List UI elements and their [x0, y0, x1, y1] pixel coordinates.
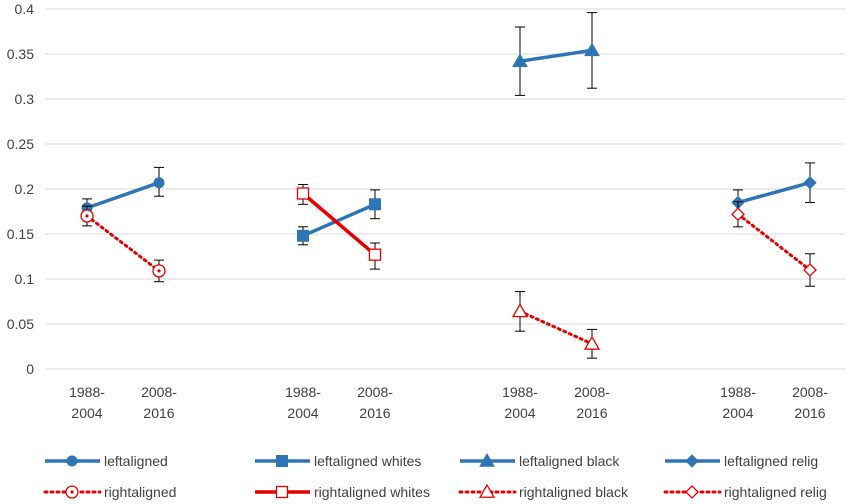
series-line: [519, 48, 593, 63]
data-point: [584, 42, 600, 57]
legend-item: rightaligned: [43, 484, 176, 500]
legend-marker: [66, 455, 78, 467]
legend-label: rightaligned relig: [724, 484, 827, 500]
data-point: [296, 187, 310, 200]
data-point: [511, 303, 529, 318]
x-tick-label: 2004: [504, 405, 535, 421]
data-point-dot: [85, 214, 89, 218]
legend-marker: [685, 454, 699, 468]
series-leftaligned-whites: [297, 189, 381, 246]
data-point: [803, 175, 817, 190]
y-tick-label: 0.3: [15, 91, 35, 107]
series-rightaligned: [80, 205, 166, 283]
data-point-dot: [157, 269, 161, 273]
legend-label: rightaligned: [104, 484, 176, 500]
y-tick-label: 0.25: [7, 136, 34, 152]
y-tick-label: 0.2: [15, 181, 35, 197]
data-point: [369, 198, 381, 211]
series-line: [737, 181, 811, 205]
legend-label: leftaligned whites: [314, 453, 421, 469]
series-line: [86, 181, 160, 210]
y-tick-label: 0.05: [7, 316, 34, 332]
series-leftaligned: [81, 166, 165, 218]
legend-item: leftaligned black: [460, 452, 620, 469]
legend-marker: [685, 485, 699, 499]
series-leftaligned-relig: [731, 162, 817, 216]
x-tick-label: 2008-: [574, 384, 610, 400]
series-line: [736, 212, 812, 272]
legend-item: rightaligned whites: [255, 484, 430, 500]
legend-marker: [479, 452, 495, 467]
y-tick-label: 0.1: [15, 271, 35, 287]
series-line: [302, 202, 376, 238]
data-point: [368, 248, 382, 261]
x-tick-label: 2016: [359, 405, 390, 421]
x-tick-label: 1988-: [502, 384, 538, 400]
data-point: [731, 207, 745, 222]
legend-marker-dot: [70, 490, 74, 494]
data-point: [583, 335, 601, 350]
legend-item: leftaligned: [45, 453, 168, 469]
legend-label: rightaligned whites: [314, 484, 430, 500]
x-tick-label: 1988-: [285, 384, 321, 400]
series-line: [301, 192, 377, 257]
y-tick-label: 0.35: [7, 46, 34, 62]
x-tick-label: 2004: [71, 405, 102, 421]
x-tick-label: 1988-: [720, 384, 756, 400]
data-point: [153, 177, 165, 189]
series-leftaligned-black: [512, 12, 600, 96]
series-rightaligned-black: [511, 291, 601, 359]
data-point: [803, 263, 817, 277]
y-tick-label: 0.15: [7, 226, 34, 242]
y-tick-label: 0.4: [15, 1, 35, 17]
x-tick-label: 2008-: [792, 384, 828, 400]
x-tick-label: 2016: [576, 405, 607, 421]
x-tick-label: 2008-: [141, 384, 177, 400]
plot-area: [80, 12, 817, 359]
x-tick-label: 2016: [143, 405, 174, 421]
gridlines: [45, 8, 845, 370]
series-line: [518, 309, 594, 346]
series-rightaligned-relig: [731, 201, 817, 287]
x-tick-label: 2004: [722, 405, 753, 421]
data-point: [297, 229, 309, 242]
legend-label: leftaligned relig: [724, 453, 818, 469]
legend-label: rightaligned black: [519, 484, 629, 500]
legend-label: leftaligned black: [519, 453, 620, 469]
legend-item: rightaligned relig: [663, 484, 827, 500]
legend-marker: [478, 483, 496, 498]
data-point: [512, 53, 528, 67]
legend-item: leftaligned whites: [255, 453, 421, 469]
legend-item: leftaligned relig: [665, 453, 818, 469]
legend-label: leftaligned: [104, 453, 168, 469]
legend-item: rightaligned black: [458, 483, 629, 500]
y-tick-label: 0: [26, 361, 34, 377]
y-axis-tick-labels: 0 0.05 0.1 0.15 0.2 0.25 0.3 0.35 0.4: [7, 1, 34, 377]
x-tick-label: 2008-: [357, 384, 393, 400]
legend-marker: [275, 485, 289, 499]
series-rightaligned-whites: [296, 184, 382, 270]
series-line: [85, 214, 161, 273]
x-axis-tick-labels: 1988- 2004 2008- 2016 1988- 2004 2008- 2016 1988…: [69, 384, 828, 421]
x-tick-label: 2004: [287, 405, 318, 421]
legend: leftaligned leftaligned whites leftaligned…: [43, 452, 827, 500]
x-tick-label: 1988-: [69, 384, 105, 400]
x-tick-label: 2016: [794, 405, 825, 421]
legend-marker: [276, 455, 288, 467]
